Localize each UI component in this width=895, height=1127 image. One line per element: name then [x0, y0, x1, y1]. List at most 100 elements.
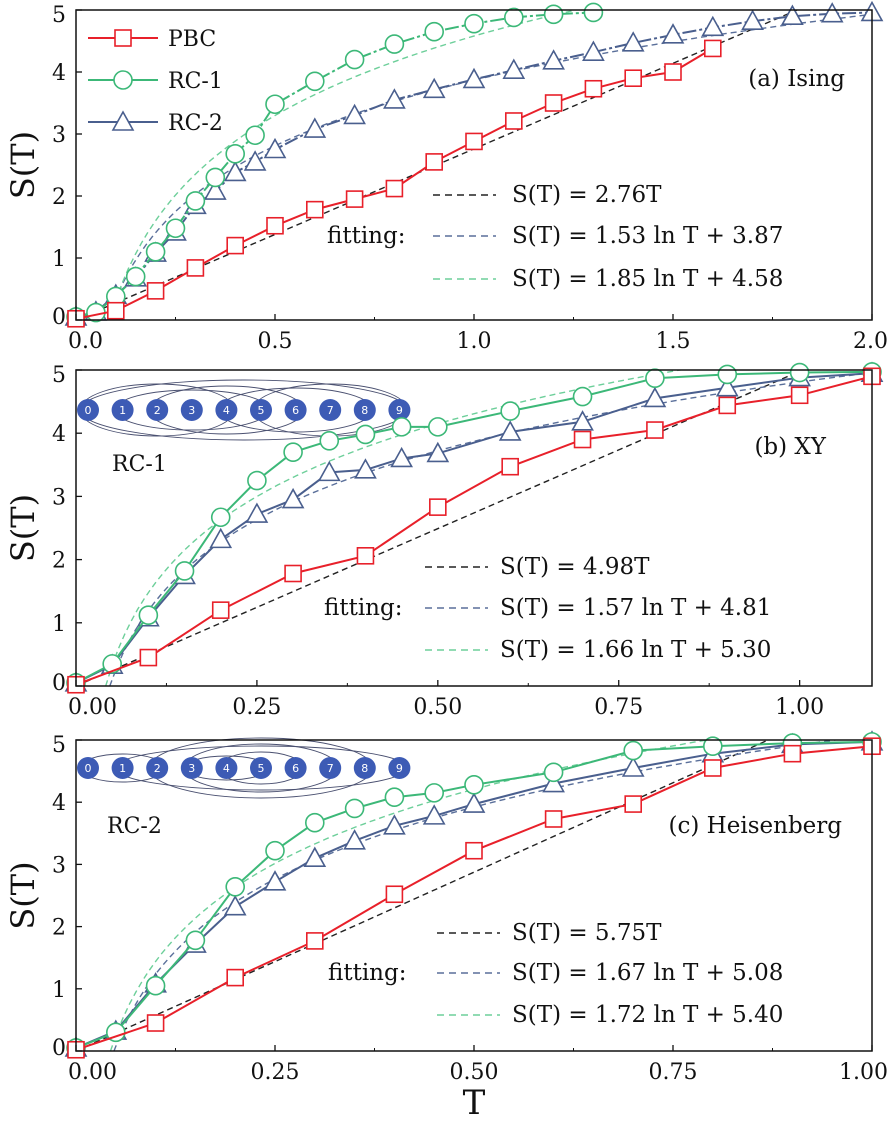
chain-node [319, 757, 342, 779]
data-point [702, 736, 723, 757]
chain-node [388, 757, 411, 779]
y-tick-label: 2 [52, 916, 66, 941]
data-point [422, 77, 446, 99]
data-point [209, 527, 233, 549]
data-point [225, 144, 245, 164]
data-point [703, 39, 722, 58]
fit-curve [113, 740, 840, 1051]
y-tick-label: 5 [52, 363, 66, 388]
data-point [185, 191, 206, 211]
series-rc-1 [66, 732, 882, 1058]
panel-1: 0 1 2 3 4 5 6 7 8 9 RC-1 0.00 0.25 0.50 0.75 1.00 0 1 2 3 4 5… [4, 361, 884, 720]
chain-node-label: 0 [85, 404, 92, 417]
data-point [356, 547, 375, 565]
data-point [504, 112, 523, 130]
data-point [145, 975, 166, 996]
data-point [429, 498, 447, 516]
chain-node-label: 7 [327, 762, 334, 775]
data-point [125, 266, 146, 287]
data-point [211, 601, 230, 619]
y-tick-label: 5 [52, 733, 66, 758]
chain-node [215, 399, 238, 421]
chain-node-label: 7 [327, 404, 334, 417]
fit-legend-label: S(T) = 1.72 ln T + 5.40 [512, 1002, 783, 1028]
fitting-label: fitting: [327, 223, 405, 249]
x-tick-label: 2.0 [853, 329, 888, 354]
data-point [304, 812, 325, 833]
x-tick-label: 0.00 [68, 1060, 117, 1085]
data-point [385, 885, 404, 904]
fit-legend-label: S(T) = 2.76T [512, 182, 662, 208]
data-point [701, 15, 725, 37]
data-point [820, 2, 844, 23]
chain-node-label: 1 [119, 404, 126, 417]
data-point [383, 88, 406, 109]
data-point [266, 216, 284, 235]
data-point [345, 190, 364, 208]
plot-frame [75, 369, 873, 687]
data-point [138, 605, 159, 626]
chain-node-label: 5 [258, 762, 265, 775]
data-point [113, 70, 133, 90]
chain-label: RC-2 [107, 814, 162, 839]
data-point [107, 301, 125, 320]
fit-curve [76, 370, 803, 686]
data-point [384, 787, 405, 808]
data-point [247, 470, 267, 491]
x-tick-label: 1.00 [775, 695, 824, 720]
x-axis-label: T [463, 1083, 486, 1123]
data-point [174, 561, 195, 581]
data-point [542, 49, 565, 70]
y-tick-label: 2 [52, 185, 66, 210]
chain-node [146, 399, 169, 421]
data-point [226, 968, 244, 987]
data-point [114, 29, 132, 47]
data-point [305, 200, 324, 219]
x-tick-label: 0.00 [68, 695, 117, 720]
data-point [661, 23, 685, 44]
data-point [165, 218, 186, 239]
data-point [243, 150, 267, 171]
data-point [422, 804, 446, 825]
data-point [245, 502, 269, 523]
y-tick-label: 4 [52, 791, 66, 816]
data-point [621, 31, 645, 52]
y-axis-label: S(T) [4, 131, 42, 199]
x-tick-label: 0.50 [450, 1060, 499, 1085]
data-point [185, 930, 206, 951]
legend-label: PBC [168, 27, 216, 52]
fit-legend-label: S(T) = 5.75T [512, 920, 662, 946]
data-point [281, 487, 305, 509]
data-point [303, 117, 327, 138]
data-point [424, 783, 445, 803]
data-point [424, 21, 445, 42]
data-point [383, 814, 406, 835]
data-point [715, 376, 739, 397]
data-point [146, 1014, 165, 1032]
y-axis-label: S(T) [4, 861, 42, 929]
chain-node [353, 399, 376, 421]
chain-node [353, 757, 376, 779]
data-point [186, 259, 205, 277]
chain-node-label: 2 [154, 762, 161, 775]
chain-node-label: 8 [361, 404, 368, 417]
chain-node-label: 3 [188, 762, 195, 775]
data-point [582, 40, 605, 61]
series-rc-1 [66, 2, 604, 327]
fit-legend-label: S(T) = 4.98T [500, 554, 650, 580]
data-point [741, 9, 764, 30]
chain-node [284, 399, 307, 421]
data-point [223, 160, 247, 182]
fit-legend-label: S(T) = 1.66 ln T + 5.30 [500, 637, 771, 663]
data-point [303, 846, 327, 867]
data-point [355, 424, 376, 445]
chain-node [77, 757, 99, 779]
data-point [284, 564, 302, 583]
y-tick-label: 4 [52, 422, 66, 447]
data-point [645, 368, 665, 389]
data-point [542, 771, 565, 793]
data-point [718, 396, 737, 415]
fitting-label: fitting: [324, 595, 402, 621]
chain-node-label: 5 [258, 404, 265, 417]
data-point [643, 386, 667, 408]
